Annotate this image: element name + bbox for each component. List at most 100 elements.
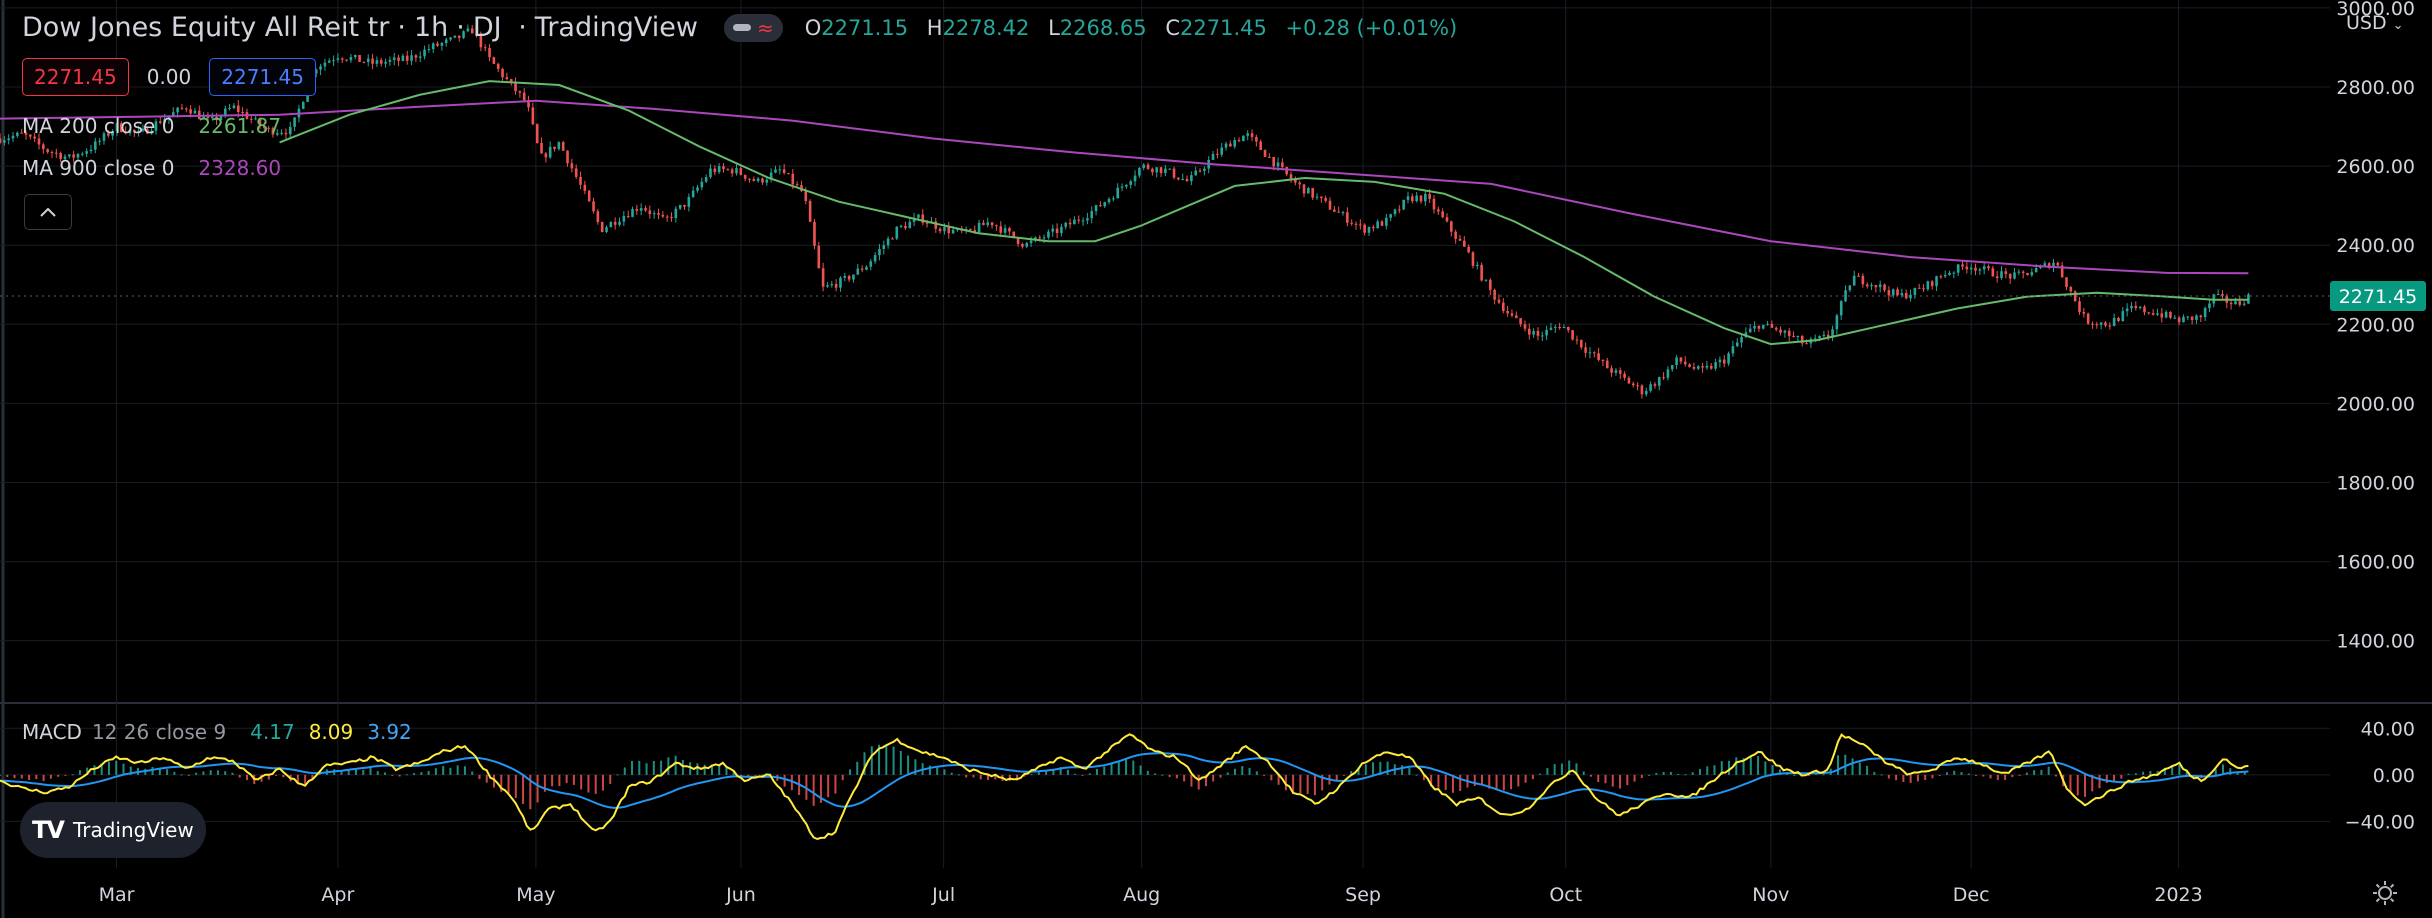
candle-body[interactable] (739, 168, 743, 175)
candle-body[interactable] (1220, 147, 1224, 155)
candle-body[interactable] (1969, 267, 1973, 270)
candle-body[interactable] (11, 135, 15, 139)
candle-body[interactable] (1090, 211, 1094, 219)
candle-body[interactable] (2147, 312, 2151, 314)
candle-body[interactable] (1640, 385, 1644, 395)
candle-body[interactable] (1991, 268, 1995, 277)
candle-body[interactable] (1545, 329, 1548, 336)
candle-body[interactable] (782, 169, 786, 174)
candle-body[interactable] (748, 178, 751, 180)
candle-body[interactable] (2060, 265, 2064, 278)
candle-body[interactable] (1722, 359, 1726, 364)
candle-body[interactable] (2160, 313, 2164, 318)
tradingview-logo[interactable]: TV TradingView (20, 802, 206, 858)
candle-body[interactable] (236, 105, 240, 112)
candle-body[interactable] (20, 132, 23, 134)
candle-body[interactable] (2242, 303, 2246, 305)
candle-body[interactable] (410, 55, 413, 61)
candle-body[interactable] (1467, 246, 1470, 253)
candle-body[interactable] (1922, 288, 1925, 290)
candle-body[interactable] (657, 213, 660, 215)
candle-body[interactable] (340, 58, 344, 60)
candle-body[interactable] (1428, 193, 1431, 199)
candle-body[interactable] (293, 117, 296, 127)
candle-body[interactable] (29, 134, 32, 137)
candle-body[interactable] (2026, 272, 2029, 276)
candle-body[interactable] (865, 266, 868, 270)
candle-body[interactable] (2052, 262, 2055, 268)
candle-body[interactable] (1441, 211, 1444, 218)
candle-body[interactable] (210, 116, 214, 119)
candle-body[interactable] (1250, 133, 1254, 137)
candle-body[interactable] (1913, 287, 1917, 295)
candle-body[interactable] (1774, 327, 1778, 330)
candle-body[interactable] (1276, 162, 1280, 167)
candle-body[interactable] (1610, 368, 1613, 373)
candle-body[interactable] (2125, 308, 2129, 312)
candle-body[interactable] (648, 210, 652, 214)
candle-body[interactable] (1398, 209, 1401, 211)
candle-body[interactable] (1285, 167, 1288, 175)
candle-body[interactable] (709, 168, 712, 178)
candle-body[interactable] (453, 35, 457, 38)
candle-body[interactable] (2121, 311, 2125, 322)
candle-body[interactable] (1242, 135, 1245, 142)
candle-body[interactable] (1380, 221, 1384, 226)
candle-body[interactable] (1874, 285, 1878, 288)
candle-body[interactable] (934, 221, 938, 229)
candle-body[interactable] (1129, 181, 1133, 185)
candle-body[interactable] (1588, 352, 1592, 354)
candle-body[interactable] (1978, 269, 1982, 271)
candle-body[interactable] (683, 204, 686, 207)
candle-body[interactable] (943, 227, 946, 232)
candle-body[interactable] (102, 133, 106, 141)
candle-body[interactable] (1458, 238, 1462, 241)
candle-body[interactable] (1159, 167, 1163, 173)
candle-body[interactable] (1506, 311, 1509, 314)
candle-body[interactable] (2199, 315, 2203, 318)
candle-body[interactable] (1792, 336, 1795, 338)
candle-body[interactable] (1614, 370, 1618, 373)
candle-body[interactable] (2117, 317, 2120, 322)
candle-body[interactable] (2099, 322, 2103, 325)
candle-body[interactable] (258, 118, 262, 126)
candle-body[interactable] (120, 123, 123, 132)
candle-body[interactable] (1372, 227, 1375, 229)
candle-body[interactable] (1649, 384, 1652, 391)
candle-body[interactable] (704, 177, 708, 182)
candle-body[interactable] (661, 214, 665, 217)
candle-body[interactable] (1514, 315, 1518, 319)
candle-body[interactable] (150, 130, 153, 134)
currency-selector[interactable]: USD ⌄ (2346, 12, 2404, 34)
candle-body[interactable] (982, 222, 985, 226)
candle-body[interactable] (336, 58, 340, 60)
candle-body[interactable] (1705, 365, 1709, 368)
candle-body[interactable] (37, 138, 41, 145)
candle-body[interactable] (158, 121, 162, 123)
candle-body[interactable] (475, 33, 478, 35)
candle-body[interactable] (206, 116, 210, 119)
candle-body[interactable] (462, 31, 465, 38)
candle-body[interactable] (826, 285, 829, 287)
candle-body[interactable] (544, 153, 548, 158)
candle-body[interactable] (540, 142, 543, 154)
candle-body[interactable] (1216, 153, 1219, 155)
candle-body[interactable] (2190, 316, 2194, 320)
candle-body[interactable] (2034, 268, 2038, 273)
candle-body[interactable] (232, 105, 236, 109)
candle-body[interactable] (561, 142, 565, 151)
candle-body[interactable] (414, 55, 418, 58)
candle-body[interactable] (1618, 370, 1622, 374)
candle-body[interactable] (215, 116, 218, 121)
candle-body[interactable] (2013, 272, 2016, 279)
candle-body[interactable] (3, 140, 6, 143)
candle-body[interactable] (743, 174, 747, 179)
candle-body[interactable] (1865, 284, 1869, 287)
candle-body[interactable] (1042, 237, 1046, 239)
candle-body[interactable] (522, 92, 526, 101)
candle-body[interactable] (401, 55, 405, 61)
candle-body[interactable] (1831, 329, 1834, 338)
candle-body[interactable] (1943, 274, 1947, 277)
candle-body[interactable] (141, 128, 145, 131)
candle-body[interactable] (1151, 168, 1154, 173)
